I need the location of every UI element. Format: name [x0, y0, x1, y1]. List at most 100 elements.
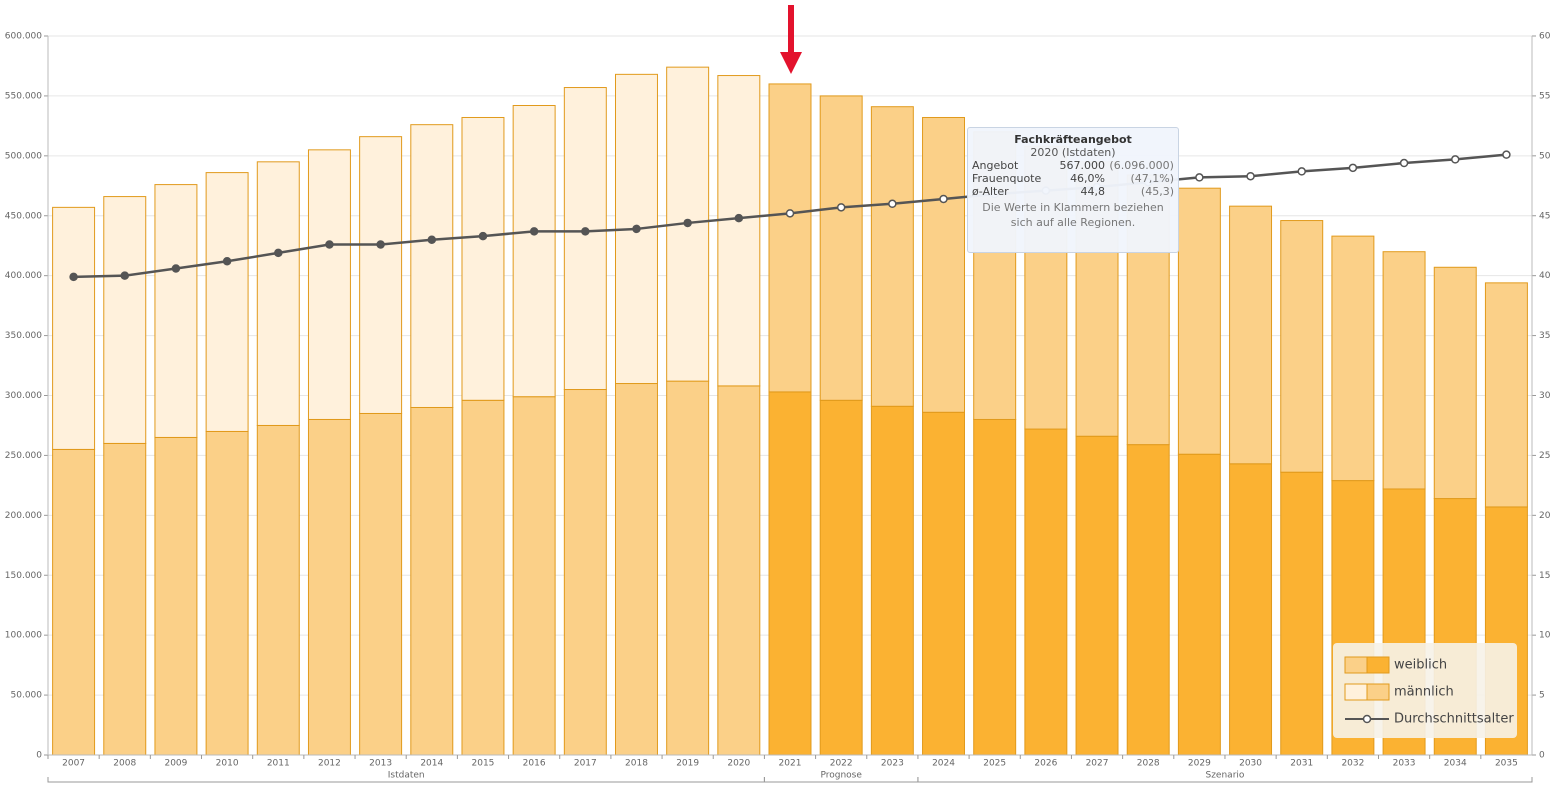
group-label: Szenario [1206, 771, 1245, 781]
line-point [785, 209, 795, 218]
x-tick-label: 2023 [881, 759, 904, 769]
x-tick-label: 2027 [1086, 759, 1109, 769]
bar-segment [666, 380, 710, 756]
y2-tick-label: 60 [1539, 32, 1550, 42]
tooltip-rows: Angebot 567.000 (6.096.000) Frauenquote 46,0… [972, 159, 1174, 198]
line-point [836, 203, 846, 212]
y2-tick-label: 15 [1539, 571, 1550, 581]
bar-segment [103, 196, 147, 444]
tooltip-cell: ø-Alter [972, 185, 1009, 198]
x-tick-label: 2032 [1341, 759, 1364, 769]
y-tick-label: 50.000 [11, 691, 43, 701]
group-label: Istdaten [388, 771, 425, 781]
group-bracket [917, 777, 1533, 783]
line-point [222, 257, 232, 266]
line-series [69, 150, 1511, 282]
bar-segment [410, 124, 454, 408]
x-tick-label: 2026 [1034, 759, 1057, 769]
bar-segment [615, 383, 658, 756]
tooltip-cell: 567.000 [1059, 159, 1106, 172]
tooltip-row: Frauenquote 46,0% (47,1%) [972, 172, 1174, 185]
bar-segment [922, 411, 965, 756]
y2-tick-label: 10 [1539, 631, 1550, 641]
line-point [888, 199, 897, 209]
line-point [171, 264, 181, 273]
line-point [1450, 155, 1460, 164]
axes: 0 50.000 100.000 150.000 200.000 250.000 300.0… [5, 32, 1550, 783]
bars [52, 66, 1528, 756]
x-tick-label: 2021 [779, 759, 802, 769]
tooltip-cell: 46,0% [1070, 172, 1106, 185]
y-tick-label: 600.000 [5, 32, 42, 42]
bar-segment [1177, 453, 1221, 756]
bar-segment [103, 442, 147, 756]
tooltip-note: Die Werte in Klammern beziehen sich auf … [982, 201, 1164, 229]
x-tick-label: 2012 [318, 759, 341, 769]
line-point [427, 235, 437, 244]
line-point [1246, 171, 1255, 181]
bar-segment [1433, 266, 1477, 500]
y-tick-label: 500.000 [5, 151, 42, 161]
bar-segment [461, 399, 505, 756]
line-point [69, 272, 78, 282]
bar-segment [717, 75, 761, 387]
line-point [1297, 167, 1306, 176]
y-tick-label: 300.000 [5, 391, 42, 401]
bar-segment [870, 106, 914, 407]
bar-segment [359, 136, 403, 414]
x-tick-label: 2029 [1188, 759, 1211, 769]
legend-label: Durchschnittsalter [1394, 712, 1514, 727]
bar-segment [359, 412, 403, 756]
arrow-head [780, 52, 802, 74]
x-tick-label: 2019 [676, 759, 699, 769]
y-tick-label: 550.000 [5, 91, 42, 101]
legend-swatch [1344, 656, 1368, 674]
bar-segment [52, 448, 96, 756]
line-point [734, 213, 744, 223]
line-point [1195, 173, 1204, 182]
bar-segment [973, 418, 1017, 756]
y2-tick-label: 40 [1539, 271, 1550, 281]
y2-tick-label: 25 [1539, 451, 1550, 461]
y-tick-label: 350.000 [5, 331, 42, 341]
bar-segment [205, 172, 249, 432]
bar-segment [512, 105, 556, 398]
bar-segment [1280, 471, 1324, 756]
line-point [325, 240, 334, 249]
line-point [632, 224, 641, 234]
bar-segment [768, 83, 812, 393]
y-tick-label: 150.000 [5, 571, 42, 581]
bar-segment [410, 406, 454, 756]
tooltip-cell: Frauenquote [972, 172, 1042, 185]
y-tick-label: 200.000 [5, 511, 42, 521]
tooltip-subtitle: 2020 (Istdaten) [1030, 146, 1116, 159]
tooltip-title: Fachkräfteangebot [1014, 133, 1132, 146]
bar-segment [52, 206, 96, 450]
bar-segment [256, 161, 300, 426]
legend-graphic: weiblich männlich Durchschnittsalter [1344, 656, 1514, 727]
x-tick-label: 2035 [1495, 759, 1518, 769]
x-tick-label: 2014 [420, 759, 443, 769]
bar-segment [512, 396, 556, 756]
line-point [274, 248, 283, 258]
bar-segment [870, 405, 914, 756]
legend-swatch [1366, 656, 1390, 674]
bar-segment [717, 385, 761, 756]
tooltip-cell: 44,8 [1080, 185, 1106, 198]
bar-segment [1075, 435, 1119, 756]
line-point [939, 194, 948, 204]
x-tick-label: 2028 [1137, 759, 1160, 769]
y-tick-label: 0 [36, 751, 42, 761]
y2-tick-label: 45 [1539, 211, 1550, 221]
line-point [1399, 158, 1409, 168]
x-tick-label: 2015 [472, 759, 495, 769]
line-point [1348, 163, 1358, 173]
y2-tick-label: 55 [1539, 91, 1550, 101]
y2-tick-label: 35 [1539, 331, 1550, 341]
bar-segment [1280, 220, 1324, 473]
line-point [1502, 150, 1511, 159]
y-tick-label: 450.000 [5, 211, 42, 221]
x-tick-label: 2017 [574, 759, 597, 769]
bar-segment [563, 389, 607, 756]
